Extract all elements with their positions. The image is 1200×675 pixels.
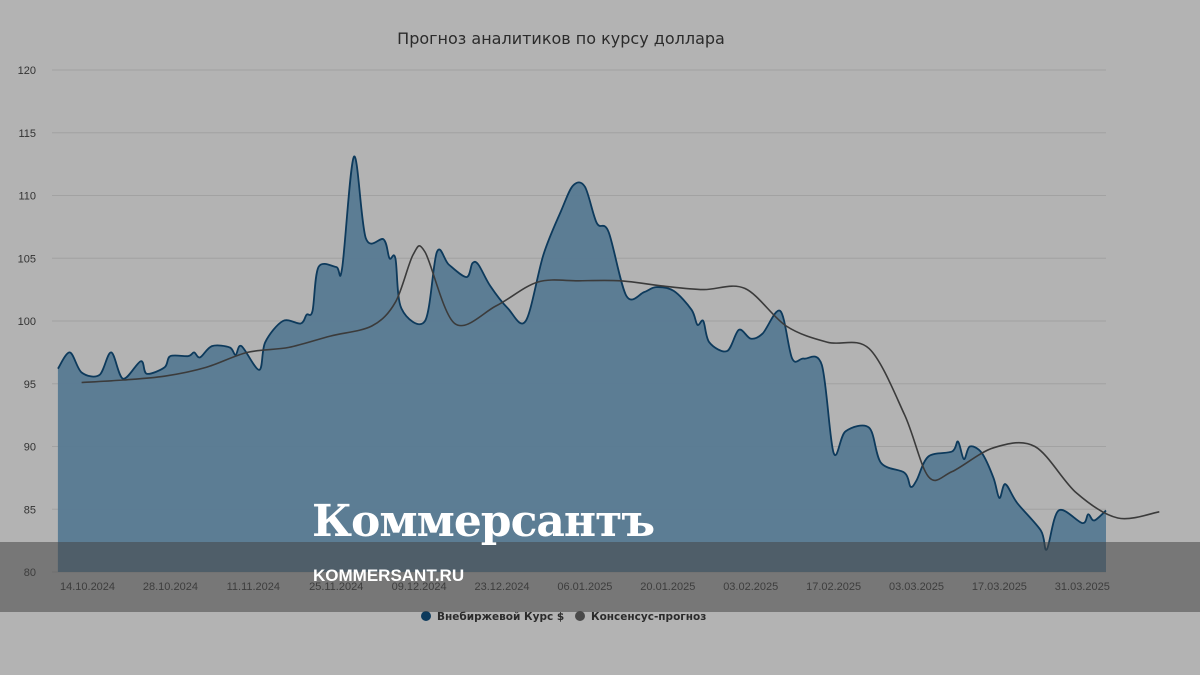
chart-title: Прогноз аналитиков по курсу доллара xyxy=(397,29,725,48)
legend-marker xyxy=(421,611,431,621)
series-area-outline xyxy=(57,155,1107,551)
y-tick-label: 115 xyxy=(18,128,36,140)
y-tick-label: 95 xyxy=(24,379,36,391)
series-area-fill xyxy=(57,156,1106,573)
legend-marker xyxy=(575,611,585,621)
legend: Внебиржевой Курс $ Консенсус-прогноз xyxy=(421,611,706,623)
series-consensus-line xyxy=(81,245,1160,520)
y-tick-label: 110 xyxy=(18,191,36,203)
y-axis: 80859095100105110115120 xyxy=(18,65,36,579)
kommersant-logo: Коммерсантъ xyxy=(312,496,655,547)
y-tick-label: 85 xyxy=(24,504,36,516)
y-tick-label: 100 xyxy=(18,316,36,328)
series-line-layer xyxy=(81,245,1160,520)
y-tick-label: 90 xyxy=(24,442,36,454)
y-tick-label: 105 xyxy=(18,253,36,265)
kommersant-domain: KOMMERSANT.RU xyxy=(313,566,465,585)
legend-item-label[interactable]: Внебиржевой Курс $ xyxy=(437,611,564,623)
y-tick-label: 120 xyxy=(18,65,36,77)
series-area-layer xyxy=(57,155,1107,573)
legend-item-label[interactable]: Консенсус-прогноз xyxy=(591,611,706,623)
watermark-band xyxy=(0,542,1200,612)
